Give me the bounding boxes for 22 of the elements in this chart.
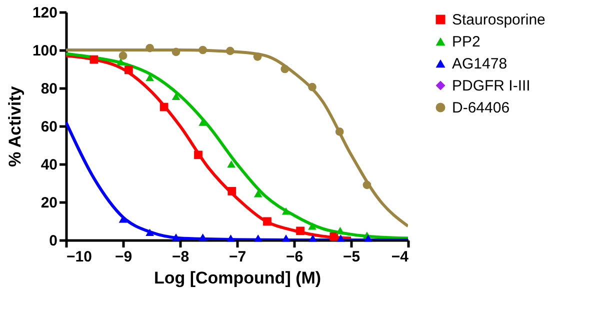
line-series (66, 54, 352, 240)
y-tick-label: 120 (32, 4, 58, 22)
legend-label: AG1478 (452, 56, 508, 72)
legend-label: PDGFR I-III (452, 78, 530, 94)
x-tick-label: −7 (228, 248, 246, 266)
legend-label: D-64406 (452, 100, 510, 116)
y-tick-label: 40 (40, 156, 58, 174)
x-tick-label: −8 (172, 248, 190, 266)
x-axis-title: Log [Compound] (M) (154, 268, 322, 288)
x-tick-label: −9 (114, 248, 132, 266)
x-tick-label: −6 (286, 248, 304, 266)
y-tick-label: 0 (49, 232, 58, 250)
y-tick-label: 100 (32, 42, 58, 60)
legend-label: Staurosporine (452, 12, 546, 28)
legend-label: PP2 (452, 34, 480, 50)
x-tick-label: −4 (391, 248, 410, 266)
x-tick-label: −5 (342, 248, 360, 266)
y-axis-title: % Activity (5, 86, 24, 167)
y-tick-label: 60 (40, 118, 58, 136)
y-tick-label: 80 (40, 80, 58, 98)
x-tick-label: −10 (66, 248, 92, 266)
y-tick-label: 20 (40, 194, 58, 212)
